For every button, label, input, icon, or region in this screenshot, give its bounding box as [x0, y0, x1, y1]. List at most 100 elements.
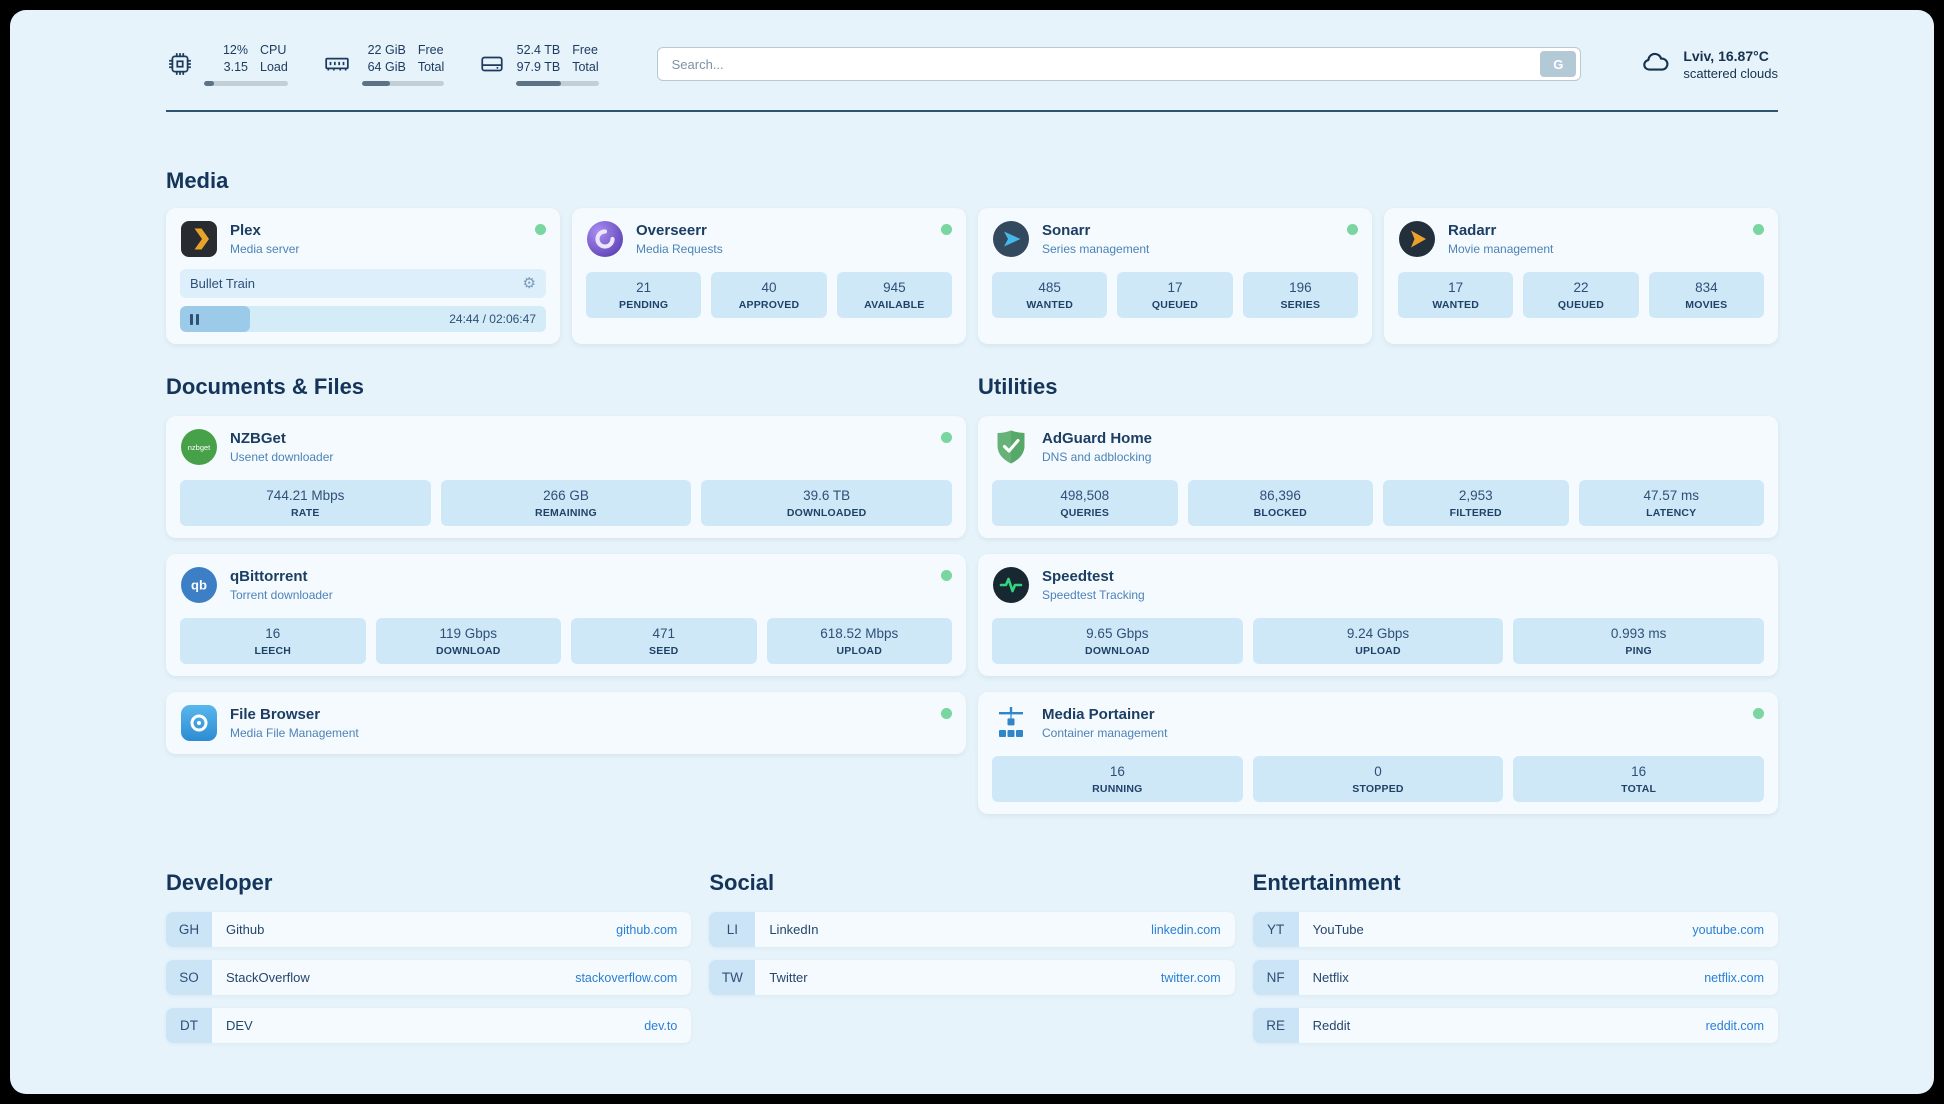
bookmark-url[interactable]: netflix.com	[1704, 970, 1764, 985]
ram-progress-bar	[361, 80, 445, 86]
bookmark-url[interactable]: stackoverflow.com	[575, 970, 678, 985]
stat-remaining: 266 GB REMAINING	[440, 480, 692, 526]
stat-label: TOTAL	[1621, 783, 1657, 795]
bookmark-name: StackOverflow	[226, 970, 310, 985]
stat-upload: 618.52 Mbps UPLOAD	[766, 618, 952, 664]
stat-download: 9.65 Gbps DOWNLOAD	[992, 618, 1243, 664]
playback-progress-bar[interactable]: 24:44 / 02:06:47	[180, 306, 546, 332]
stat-label: DOWNLOAD	[1085, 645, 1150, 657]
stat-label: UPLOAD	[836, 645, 883, 657]
stat-value: 39.6 TB	[803, 488, 851, 503]
stat-value: 485	[1038, 280, 1061, 295]
stat-wanted: 17 WANTED	[1398, 272, 1514, 318]
app-subtitle: Series management	[1042, 242, 1150, 256]
now-playing-row: Bullet Train ⚙	[180, 269, 546, 298]
stat-label: QUERIES	[1060, 507, 1110, 519]
portainer-card[interactable]: Media Portainer Container management 16 …	[978, 692, 1778, 814]
stat-value: 196	[1289, 280, 1312, 295]
app-subtitle: Media Requests	[636, 242, 723, 256]
bookmark-github[interactable]: GH Github github.com	[166, 912, 692, 947]
stat-label: LATENCY	[1646, 507, 1697, 519]
bookmark-dev[interactable]: DT DEV dev.to	[166, 1008, 692, 1043]
stat-series: 196 SERIES	[1242, 272, 1358, 318]
filebrowser-card[interactable]: File Browser Media File Management	[166, 692, 966, 754]
cpu-load-label: Load	[260, 60, 288, 74]
app-subtitle: Media File Management	[230, 726, 359, 740]
search-engine-button[interactable]: G	[1540, 51, 1577, 77]
stat-rate: 744.21 Mbps RATE	[180, 480, 431, 526]
bookmark-netflix[interactable]: NF Netflix netflix.com	[1252, 960, 1778, 995]
bookmark-twitter[interactable]: TW Twitter twitter.com	[709, 960, 1235, 995]
topbar: 12% 3.15 CPU Load	[166, 38, 1778, 90]
bookmark-linkedin[interactable]: LI LinkedIn linkedin.com	[709, 912, 1235, 947]
stat-value: 21	[636, 280, 652, 295]
bookmark-url[interactable]: dev.to	[644, 1018, 678, 1033]
app-subtitle: Torrent downloader	[230, 588, 333, 602]
bookmark-abbr: DT	[166, 1008, 212, 1043]
bookmark-url[interactable]: twitter.com	[1160, 970, 1221, 985]
sonarr-card[interactable]: Sonarr Series management 485 WANTED 17 Q…	[978, 208, 1372, 344]
stat-value: 17	[1167, 280, 1183, 295]
stat-label: RUNNING	[1092, 783, 1143, 795]
bookmark-abbr: YT	[1252, 912, 1299, 947]
bookmark-abbr: GH	[166, 912, 212, 947]
svg-text:nzbget: nzbget	[188, 443, 211, 452]
status-dot	[941, 224, 952, 235]
speedtest-icon	[992, 566, 1030, 604]
stat-leech: 16 LEECH	[180, 618, 366, 664]
stat-value: 9.24 Gbps	[1346, 626, 1410, 641]
app-name: Media Portainer	[1042, 706, 1155, 723]
bookmark-name: Twitter	[769, 970, 808, 985]
bookmark-url[interactable]: github.com	[616, 922, 678, 937]
stat-label: QUEUED	[1557, 299, 1605, 311]
bookmark-url[interactable]: youtube.com	[1692, 922, 1764, 937]
search-input[interactable]	[656, 47, 1582, 81]
speedtest-card[interactable]: Speedtest Speedtest Tracking 9.65 Gbps D…	[978, 554, 1778, 676]
bookmark-reddit[interactable]: RE Reddit reddit.com	[1252, 1008, 1778, 1043]
social-group: Social LI LinkedIn linkedin.com TW Twitt…	[709, 870, 1235, 1043]
qbittorrent-card[interactable]: qb qBittorrent Torrent downloader 16 LEE…	[166, 554, 966, 676]
stat-value: 0.993 ms	[1610, 626, 1667, 641]
overseerr-card[interactable]: Overseerr Media Requests 21 PENDING 40 A…	[572, 208, 966, 344]
stat-filtered: 2,953 FILTERED	[1383, 480, 1569, 526]
plex-card[interactable]: Plex Media server Bullet Train ⚙ 24:44 /…	[166, 208, 560, 344]
ram-widget: 22 GiB 64 GiB Free Total	[322, 42, 445, 86]
ram-free-value: 22 GiB	[367, 43, 406, 58]
cloud-icon	[1639, 47, 1673, 82]
stat-value: 86,396	[1259, 488, 1301, 503]
ram-total-value: 64 GiB	[367, 60, 406, 74]
topbar-divider	[166, 110, 1778, 112]
weather-condition: scattered clouds	[1683, 65, 1778, 81]
stat-label: DOWNLOAD	[435, 645, 501, 657]
cpu-widget: 12% 3.15 CPU Load	[166, 42, 288, 86]
gear-icon[interactable]: ⚙	[522, 275, 536, 292]
developer-section-title: Developer	[166, 870, 273, 895]
qbittorrent-icon: qb	[180, 566, 218, 604]
cpu-progress-bar	[204, 80, 288, 86]
stat-value: 2,953	[1458, 488, 1493, 503]
stat-value: 618.52 Mbps	[820, 626, 899, 641]
status-dot	[941, 708, 952, 719]
stat-seed: 471 SEED	[571, 618, 757, 664]
bookmark-url[interactable]: reddit.com	[1705, 1018, 1764, 1033]
bookmark-url[interactable]: linkedin.com	[1151, 922, 1221, 937]
stat-value: 266 GB	[543, 488, 589, 503]
status-dot	[1753, 224, 1764, 235]
nzbget-card[interactable]: nzbget NZBGet Usenet downloader 744.21 M…	[166, 416, 966, 538]
bookmark-name: Netflix	[1312, 970, 1349, 985]
stat-total: 16 TOTAL	[1513, 756, 1764, 802]
stat-upload: 9.24 Gbps UPLOAD	[1252, 618, 1504, 664]
bookmark-stackoverflow[interactable]: SO StackOverflow stackoverflow.com	[166, 960, 692, 995]
stat-value: 498,508	[1060, 488, 1110, 503]
weather-widget[interactable]: Lviv, 16.87°C scattered clouds	[1639, 47, 1778, 82]
bookmark-youtube[interactable]: YT YouTube youtube.com	[1252, 912, 1778, 947]
stat-queued: 17 QUEUED	[1117, 272, 1233, 318]
adguard-card[interactable]: AdGuard Home DNS and adblocking 498,508 …	[978, 416, 1778, 538]
ram-icon	[322, 45, 352, 83]
disk-total-label: Total	[572, 60, 599, 74]
radarr-card[interactable]: Radarr Movie management 17 WANTED 22 QUE…	[1384, 208, 1778, 344]
bookmark-name: Github	[226, 922, 265, 937]
app-subtitle: DNS and adblocking	[1042, 450, 1152, 464]
developer-group: Developer GH Github github.com SO StackO…	[166, 870, 692, 1043]
disk-total-value: 97.9 TB	[516, 60, 561, 74]
